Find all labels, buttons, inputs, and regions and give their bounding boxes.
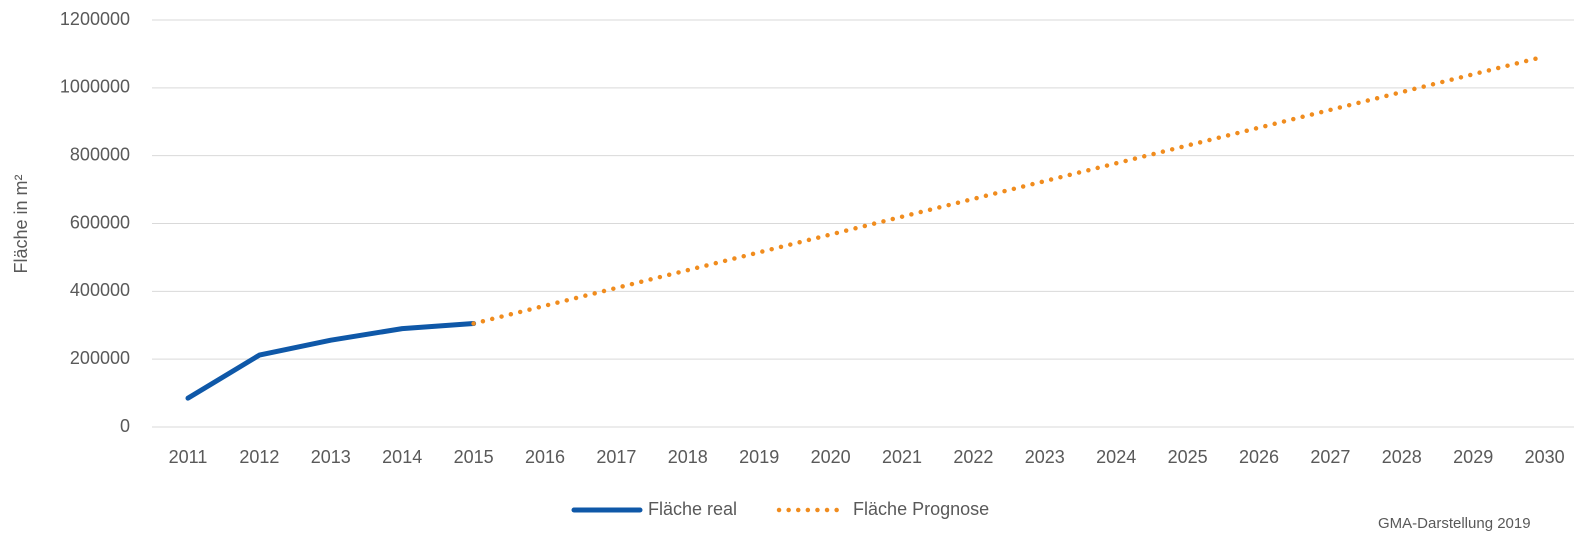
x-tick-label: 2012 [239,447,279,467]
x-tick-label: 2015 [454,447,494,467]
y-tick-label: 1200000 [60,9,130,29]
x-tick-label: 2020 [811,447,851,467]
x-tick-label: 2025 [1168,447,1208,467]
x-tick-label: 2013 [311,447,351,467]
legend-label: Fläche Prognose [853,499,989,519]
y-tick-label: 400000 [70,280,130,300]
data-line [185,321,477,401]
x-tick-label: 2011 [169,447,208,467]
y-tick-label: 1000000 [60,77,130,97]
data-line [471,54,1547,326]
x-tick-label: 2018 [668,447,708,467]
legend-label: Fläche real [648,499,737,519]
x-tick-label: 2023 [1025,447,1065,467]
x-tick-label: 2028 [1382,447,1422,467]
x-tick-label: 2024 [1096,447,1136,467]
y-tick-label: 0 [120,416,130,436]
x-tick-label: 2016 [525,447,565,467]
source-note: GMA-Darstellung 2019 [1378,515,1531,532]
y-tick-label: 600000 [70,212,130,232]
x-tick-label: 2022 [953,447,993,467]
y-axis-label: Fläche in m² [11,174,31,273]
y-tick-label: 800000 [70,144,130,164]
x-tick-label: 2026 [1239,447,1279,467]
x-tick-label: 2030 [1525,447,1565,467]
x-tick-label: 2019 [739,447,779,467]
x-tick-label: 2017 [596,447,636,467]
x-tick-label: 2021 [882,447,922,467]
x-tick-label: 2029 [1453,447,1493,467]
x-tick-label: 2027 [1310,447,1350,467]
x-tick-label: 2014 [382,447,422,467]
y-tick-label: 200000 [70,348,130,368]
